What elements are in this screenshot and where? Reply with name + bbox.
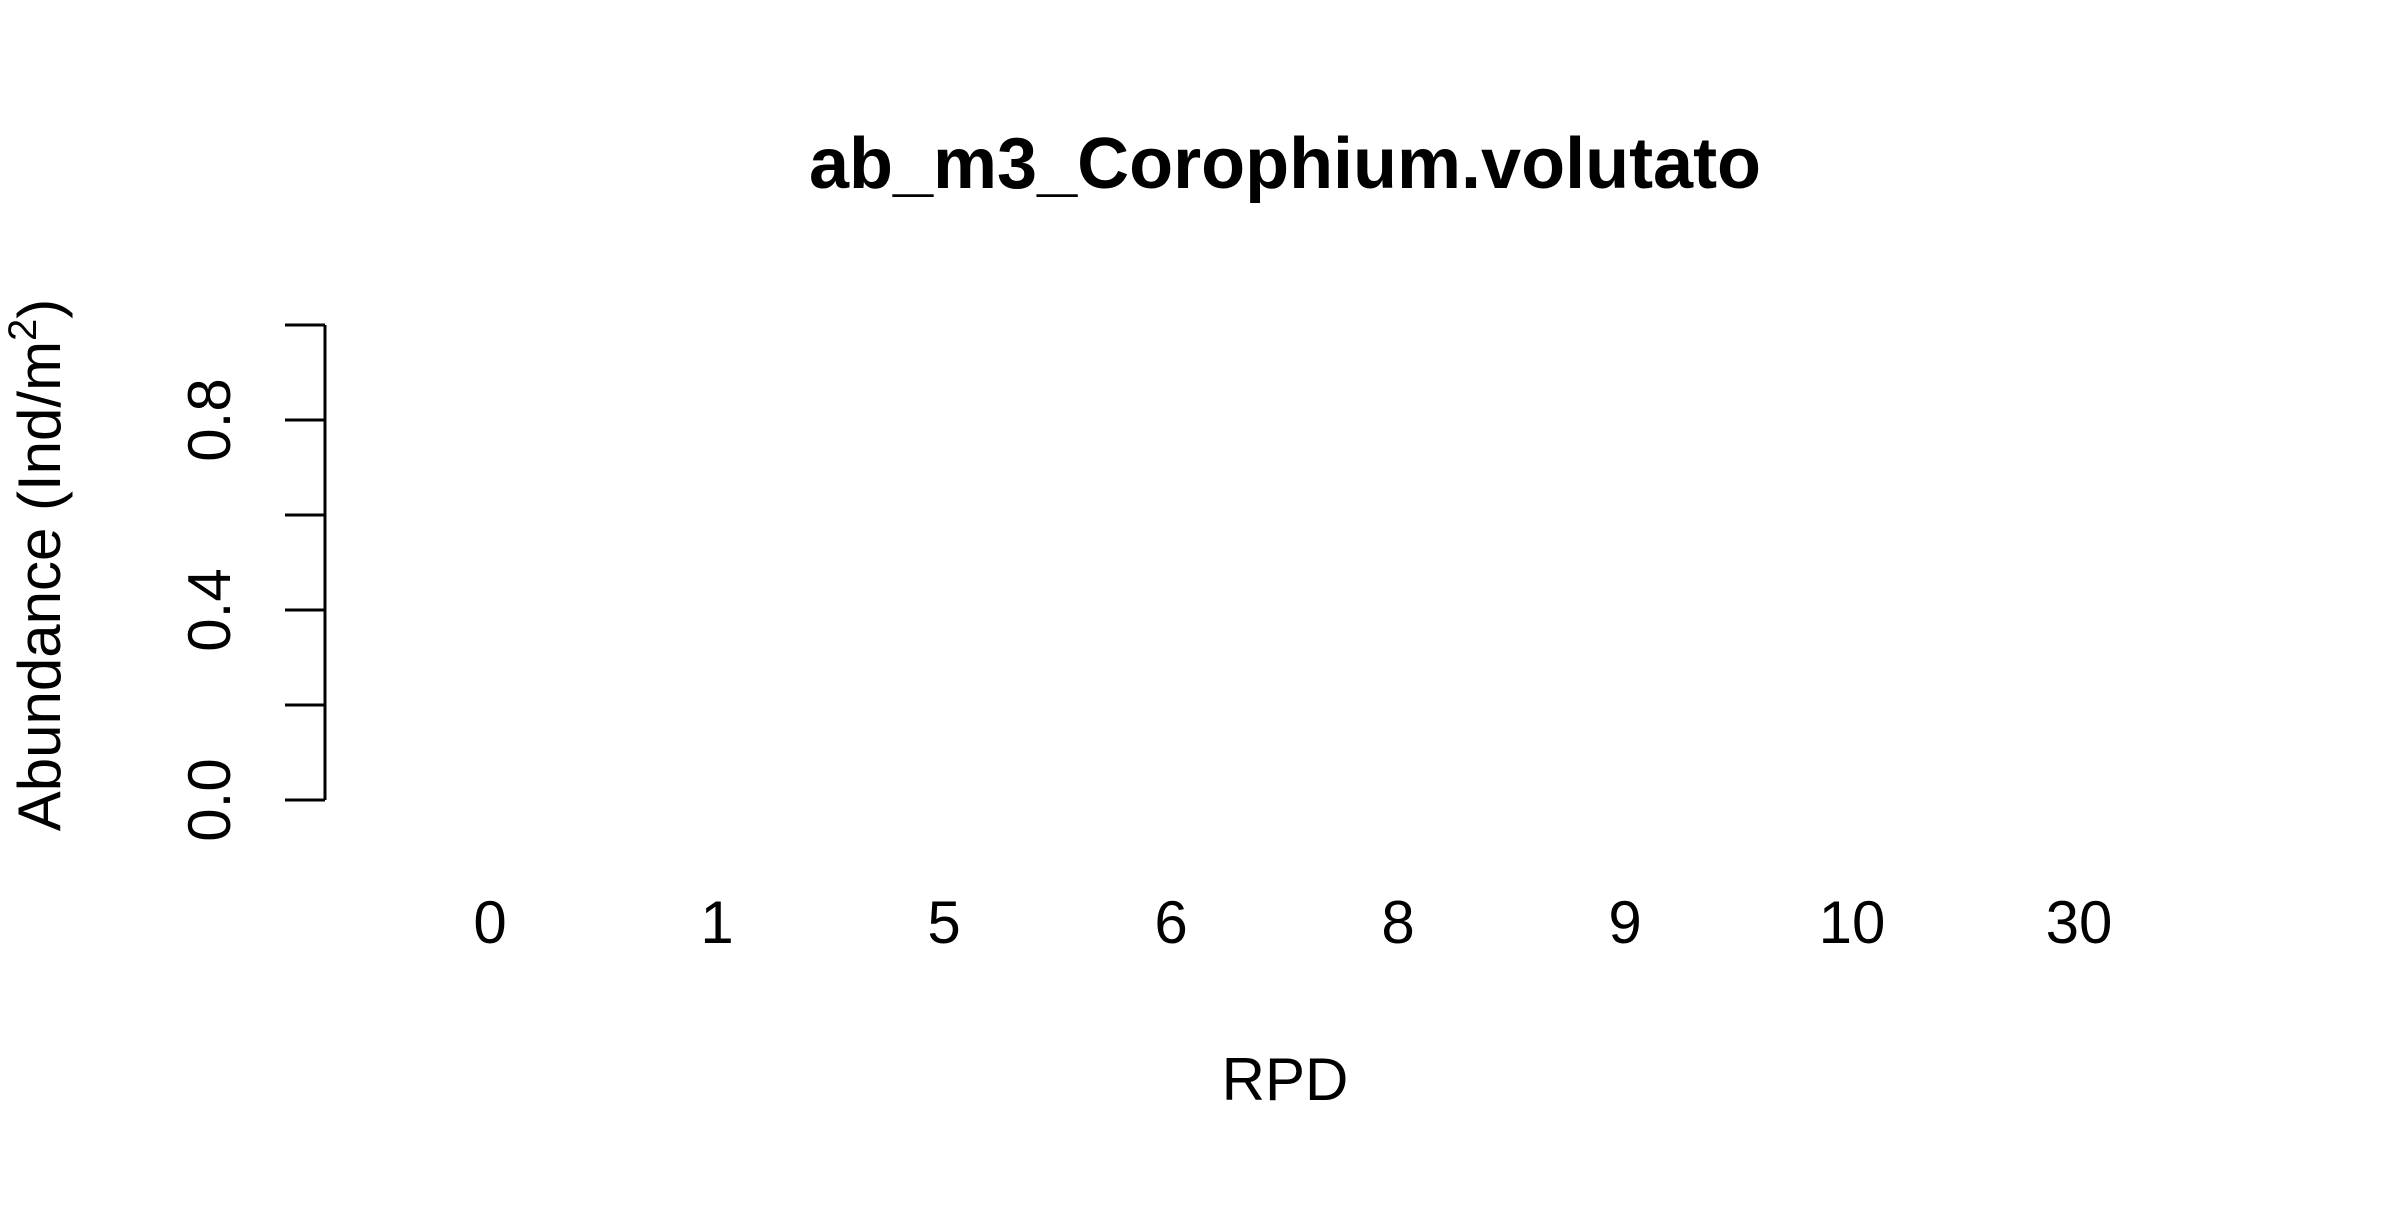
- y-axis-label-superscript: 2: [1, 319, 45, 341]
- y-tick-label: 0.4: [176, 568, 243, 651]
- x-tick-label: 10: [1819, 889, 1886, 956]
- x-tick-label: 6: [1154, 889, 1187, 956]
- chart-title: ab_m3_Corophium.volutato: [809, 124, 1761, 204]
- y-axis-label: Abundance (Ind/m2): [1, 299, 73, 832]
- x-tick-label: 8: [1381, 889, 1414, 956]
- x-tick-label: 9: [1608, 889, 1641, 956]
- x-ticks: 0 1 5 6 8 9 10 30: [473, 889, 2112, 956]
- x-tick-label: 5: [927, 889, 960, 956]
- x-tick-label: 1: [700, 889, 733, 956]
- y-axis-label-close: ): [6, 299, 73, 319]
- y-ticks: 0.0 0.4 0.8: [176, 323, 325, 842]
- x-axis-label: RPD: [1222, 1046, 1349, 1113]
- x-tick-label: 30: [2046, 889, 2113, 956]
- y-axis-label-main: Abundance (Ind/m: [6, 341, 73, 831]
- x-tick-label: 0: [473, 889, 506, 956]
- y-tick-label: 0.0: [176, 758, 243, 841]
- y-tick-label: 0.8: [176, 378, 243, 461]
